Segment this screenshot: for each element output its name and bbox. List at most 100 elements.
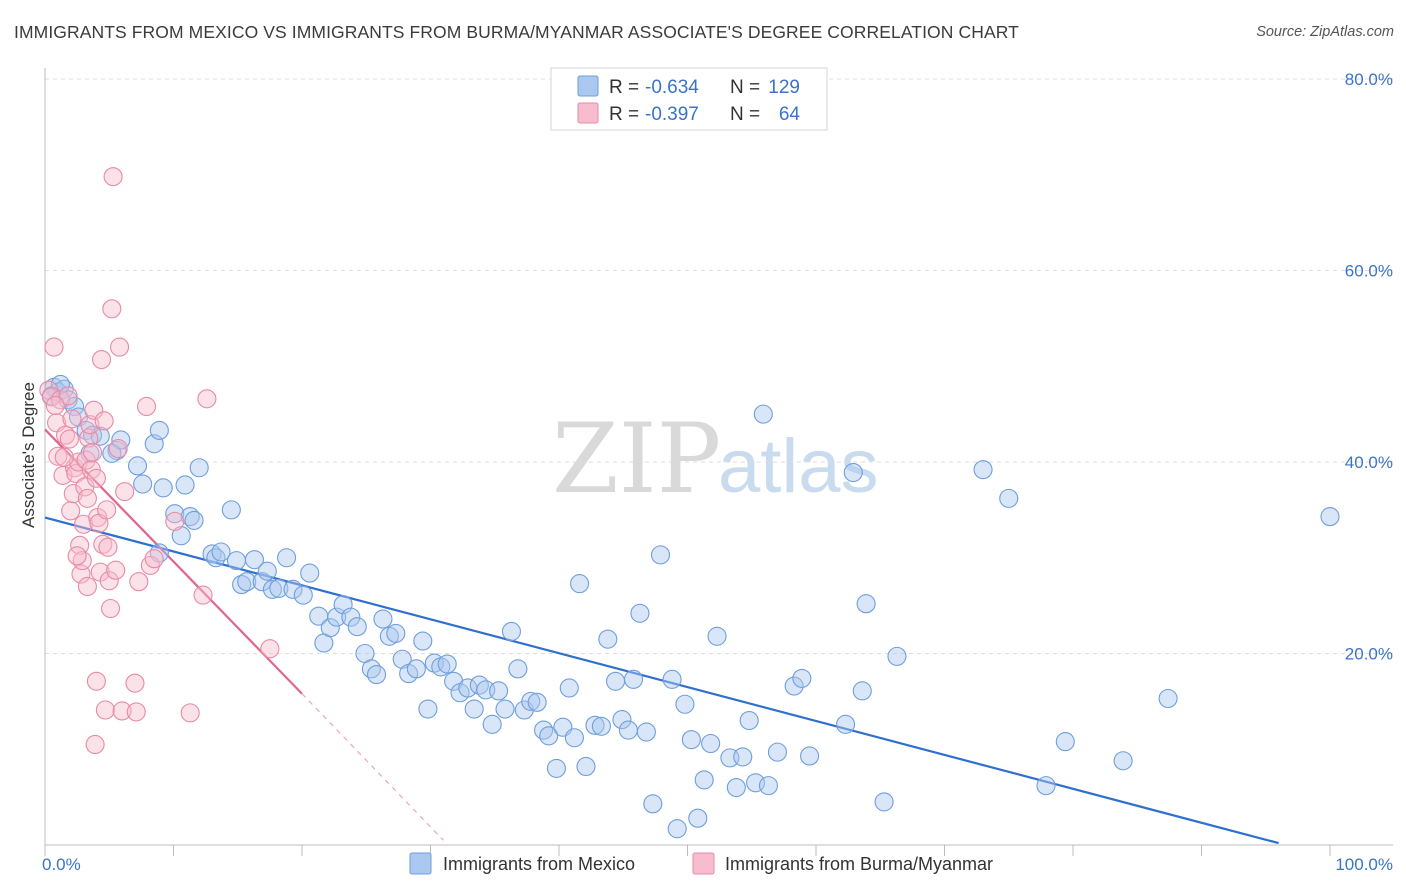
point-mexico: [675, 694, 695, 714]
legend-swatch-mexico: [577, 75, 599, 97]
point-mexico: [792, 668, 812, 688]
point-burma: [100, 598, 121, 619]
x-tick-label: 100.0%: [1335, 855, 1393, 874]
x-tick-label: 0.0%: [42, 855, 81, 874]
point-mexico: [269, 578, 289, 598]
point-burma: [63, 484, 83, 504]
point-mexico: [293, 585, 313, 605]
point-burma: [65, 458, 85, 478]
legend-swatch-burma: [577, 102, 599, 124]
y-tick-label: 80.0%: [1345, 70, 1393, 89]
point-burma: [109, 337, 130, 357]
point-mexico: [171, 526, 191, 546]
point-mexico: [598, 629, 618, 649]
point-mexico: [1036, 776, 1056, 796]
point-burma: [77, 488, 97, 508]
point-burma: [115, 482, 135, 502]
point-mexico: [681, 730, 701, 750]
point-mexico: [630, 603, 650, 623]
point-mexico: [257, 561, 277, 581]
point-mexico: [694, 770, 714, 790]
point-mexico: [767, 742, 788, 762]
point-mexico: [508, 659, 528, 679]
point-mexico: [149, 420, 169, 440]
point-burma: [76, 450, 96, 470]
point-mexico: [758, 776, 779, 796]
point-mexico: [546, 758, 566, 778]
point-mexico: [277, 548, 297, 568]
point-mexico: [444, 671, 464, 691]
point-burma: [102, 299, 122, 319]
point-mexico: [585, 715, 605, 735]
point-mexico: [852, 681, 872, 701]
point-mexico: [559, 678, 579, 698]
legend-n-label-mexico: N =: [730, 77, 760, 98]
point-mexico: [784, 676, 804, 696]
point-burma: [86, 671, 106, 691]
point-mexico: [386, 623, 406, 643]
point-mexico: [184, 510, 204, 530]
point-mexico: [973, 460, 993, 480]
point-mexico: [1320, 507, 1340, 527]
point-mexico: [836, 714, 856, 734]
source-label: Source: ZipAtlas.com: [1256, 24, 1394, 40]
point-burma: [260, 639, 280, 659]
point-mexico: [252, 572, 272, 592]
point-mexico: [843, 462, 863, 483]
point-mexico: [539, 726, 559, 746]
bottom-legend-label-mexico: Immigrants from Mexico: [443, 854, 635, 874]
point-burma: [136, 396, 157, 417]
point-mexico: [612, 710, 632, 730]
point-burma: [97, 500, 117, 520]
point-burma: [99, 571, 119, 591]
point-mexico: [534, 720, 554, 740]
point-burma: [144, 549, 164, 569]
point-mexico: [413, 631, 433, 651]
point-mexico: [366, 665, 387, 685]
point-mexico: [591, 716, 611, 736]
point-mexico: [189, 458, 209, 478]
point-burma: [193, 585, 213, 605]
data-points: [39, 167, 1340, 839]
point-mexico: [564, 728, 584, 748]
point-burma: [94, 411, 114, 431]
point-mexico: [392, 649, 412, 669]
point-mexico: [221, 500, 241, 520]
point-mexico: [643, 794, 663, 814]
gridlines: [45, 78, 1393, 654]
bottom-legend: Immigrants from Mexico Immigrants from B…: [409, 852, 993, 875]
bottom-legend-label-burma: Immigrants from Burma/Myanmar: [725, 854, 993, 874]
point-mexico: [874, 792, 894, 812]
legend-r-value-burma: -0.397: [645, 104, 699, 125]
point-burma: [44, 337, 64, 357]
point-burma: [58, 386, 78, 406]
point-mexico: [418, 699, 438, 719]
point-mexico: [887, 646, 907, 666]
point-mexico: [733, 747, 753, 767]
point-burma: [62, 409, 82, 429]
legend-r-value-mexico: -0.634: [645, 77, 699, 98]
point-mexico: [283, 579, 303, 599]
point-mexico: [327, 607, 347, 627]
point-burma: [66, 463, 86, 484]
y-tick-label: 20.0%: [1345, 645, 1393, 664]
point-mexico: [133, 474, 153, 494]
point-burma: [84, 400, 104, 420]
point-mexico: [437, 654, 457, 674]
trend-line-burma-extension: [301, 693, 444, 841]
point-burma: [59, 429, 79, 449]
point-burma: [82, 442, 103, 462]
point-mexico: [127, 456, 148, 476]
watermark-zip: ZIP: [552, 403, 721, 515]
point-mexico: [605, 671, 626, 691]
trend-lines: [44, 428, 1279, 845]
chart-title: IMMIGRANTS FROM MEXICO VS IMMIGRANTS FRO…: [14, 22, 1019, 42]
point-burma: [197, 389, 217, 409]
y-axis-title: Associate's Degree: [19, 382, 38, 528]
point-burma: [129, 572, 149, 592]
point-burma: [112, 701, 132, 721]
point-burma: [85, 734, 105, 755]
point-mexico: [521, 691, 541, 711]
point-burma: [67, 546, 87, 566]
point-mexico: [707, 626, 727, 646]
